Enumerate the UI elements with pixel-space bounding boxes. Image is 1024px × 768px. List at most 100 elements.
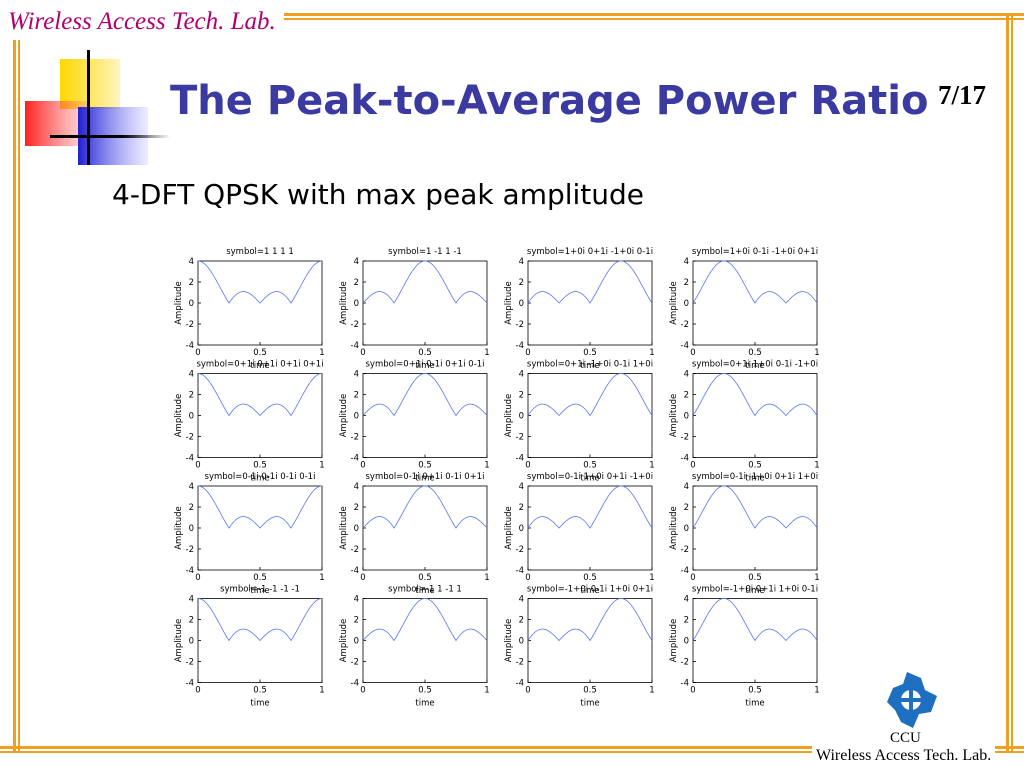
plot-frame [362,485,488,571]
page-number: 7/17 [938,80,987,110]
y-axis-label: Amplitude [339,281,349,325]
subplot-title: symbol=1+0i 0-1i -1+0i 0+1i [692,247,818,257]
y-tick-label: -2 [516,658,524,668]
x-tick-label: 1 [319,348,324,358]
y-tick-label: 0 [189,299,194,309]
x-axis-label: time [745,474,764,484]
y-tick-label: -2 [351,658,359,668]
y-tick-label: -2 [351,433,359,443]
amplitude-line [527,485,653,529]
x-tick-label: 0 [195,461,200,471]
ccu-logo-label: CCU [890,730,921,746]
y-tick-label: 0 [354,299,359,309]
y-tick-label: 2 [354,391,359,401]
y-tick-label: 4 [189,257,194,267]
y-tick-label: 2 [684,391,689,401]
x-tick-label: 1 [649,461,654,471]
x-tick-label: 0.5 [418,348,432,358]
y-tick-label: -2 [681,545,689,555]
x-tick-label: 0.5 [748,348,762,358]
subplot-title: symbol=0-1i 0+1i 0-1i 0+1i [365,472,484,482]
x-tick-label: 0 [525,686,530,696]
x-tick-label: 1 [649,573,654,583]
subplot-title: symbol=1+0i 0+1i -1+0i 0-1i [527,247,653,257]
y-tick-label: 2 [189,278,194,288]
y-tick-label: 0 [519,637,524,647]
subplot-title: symbol=-1+0i 0+1i 1+0i 0-1i [692,585,818,595]
y-tick-label: -4 [351,341,359,351]
x-tick-label: 0.5 [253,686,267,696]
y-axis-label: Amplitude [174,281,184,325]
y-tick-label: 2 [189,391,194,401]
amplitude-line [362,485,488,529]
x-tick-label: 0.5 [253,461,267,471]
y-tick-label: 0 [519,524,524,534]
y-tick-label: -4 [351,454,359,464]
plot-frame [362,260,488,346]
y-tick-label: 2 [354,616,359,626]
y-axis-label: Amplitude [174,619,184,663]
y-tick-label: 2 [519,278,524,288]
y-tick-label: 0 [189,524,194,534]
x-tick-label: 0 [525,348,530,358]
y-tick-label: -4 [681,454,689,464]
amplitude-line [197,373,323,417]
x-axis-label: time [250,361,269,371]
y-tick-label: -4 [681,341,689,351]
y-axis-label: Amplitude [669,506,679,550]
y-tick-label: -2 [351,320,359,330]
frame-left-inner [18,40,20,751]
x-tick-label: 1 [814,461,819,471]
x-axis-label: time [580,586,599,596]
x-axis-label: time [250,586,269,596]
y-tick-label: -4 [516,341,524,351]
y-tick-label: 4 [519,595,524,605]
y-tick-label: 4 [354,257,359,267]
amplitude-line [362,373,488,417]
footer-brand: Wireless Access Tech. Lab. [812,746,996,766]
y-tick-label: -4 [681,566,689,576]
y-tick-label: -4 [351,566,359,576]
y-tick-label: 0 [684,524,689,534]
x-tick-label: 1 [814,686,819,696]
y-tick-label: 4 [684,370,689,380]
y-tick-label: 4 [189,370,194,380]
y-tick-label: 2 [684,278,689,288]
x-tick-label: 0 [690,348,695,358]
y-tick-label: 0 [684,412,689,422]
deco-vertical-line [87,50,90,165]
subplot-title: symbol=0+1i 0+1i 0+1i 0+1i [196,360,323,370]
x-axis-label: time [580,699,599,709]
amplitude-line [692,260,818,304]
y-axis-label: Amplitude [669,394,679,438]
x-tick-label: 0 [690,461,695,471]
x-tick-label: 1 [484,686,489,696]
y-axis-label: Amplitude [504,281,514,325]
y-tick-label: 2 [189,503,194,513]
y-tick-label: 0 [354,637,359,647]
y-tick-label: -2 [186,658,194,668]
x-tick-label: 1 [649,348,654,358]
subplot-title: symbol=1 -1 1 -1 [388,247,462,257]
x-tick-label: 0 [195,348,200,358]
amplitude-line [527,598,653,642]
y-tick-label: -2 [681,320,689,330]
y-tick-label: -2 [516,545,524,555]
x-tick-label: 1 [814,573,819,583]
x-tick-label: 0.5 [748,461,762,471]
y-tick-label: 0 [684,299,689,309]
y-axis-label: Amplitude [339,619,349,663]
amplitude-line [362,260,488,304]
x-axis-label: time [415,699,434,709]
y-tick-label: 2 [354,503,359,513]
y-tick-label: 0 [189,412,194,422]
y-tick-label: -2 [186,545,194,555]
x-tick-label: 1 [484,348,489,358]
x-tick-label: 0.5 [748,686,762,696]
x-tick-label: 0 [360,686,365,696]
decorative-squares [25,50,170,165]
x-tick-label: 0.5 [418,686,432,696]
ccu-logo-icon [887,672,937,728]
y-tick-label: 4 [684,482,689,492]
x-axis-label: time [580,474,599,484]
